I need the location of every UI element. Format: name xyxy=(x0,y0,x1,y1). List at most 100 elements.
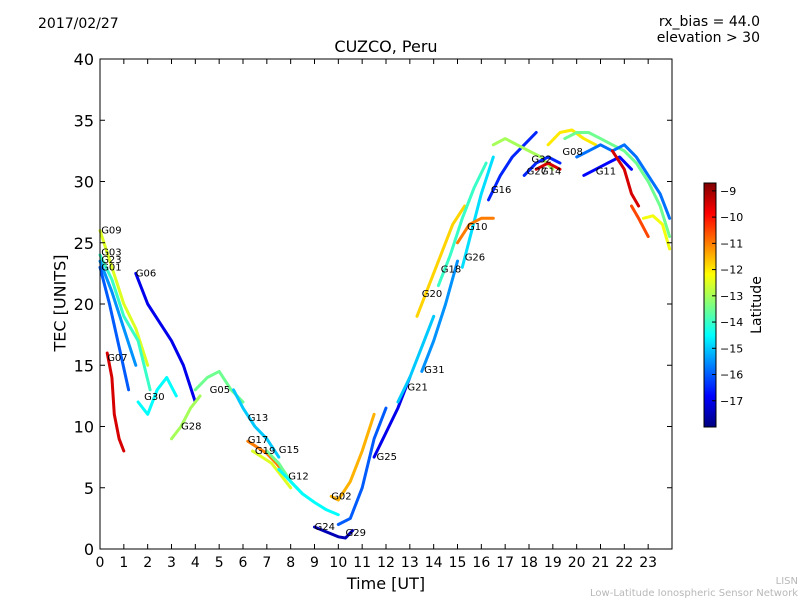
series-G03 xyxy=(98,253,152,392)
x-tick-label-23: 23 xyxy=(639,555,657,571)
y-tick-label-0: 0 xyxy=(84,540,94,559)
prn-label-G02: G02 xyxy=(331,491,351,502)
series-G28 xyxy=(170,394,202,441)
series-G12 xyxy=(277,467,340,517)
prn-label-G06: G06 xyxy=(136,268,156,279)
x-tick-label-14: 14 xyxy=(425,555,443,571)
prn-label-G19: G19 xyxy=(255,446,275,457)
x-tick-label-15: 15 xyxy=(449,555,467,571)
elevation-annotation: elevation > 30 xyxy=(656,30,760,46)
prn-label-G11: G11 xyxy=(596,167,616,178)
prn-label-G16: G16 xyxy=(491,185,511,196)
y-tick-label-10: 10 xyxy=(74,418,94,437)
prn-label-G28: G28 xyxy=(181,422,201,433)
x-tick-label-10: 10 xyxy=(329,555,347,571)
prn-label-G15: G15 xyxy=(279,445,299,456)
credit-long: Low-Latitude Ionospheric Sensor Network xyxy=(590,588,798,599)
series-G09 xyxy=(98,229,150,367)
series-G20 xyxy=(415,204,467,318)
x-tick-label-19: 19 xyxy=(544,555,562,571)
x-tick-label-12: 12 xyxy=(377,555,395,571)
series-G21 xyxy=(396,314,436,404)
series-G27 xyxy=(522,155,562,177)
series-G16 xyxy=(487,131,538,202)
x-tick-label-5: 5 xyxy=(215,555,224,571)
series-late2 xyxy=(575,143,672,220)
series-layer xyxy=(98,128,672,540)
x-tick-label-0: 0 xyxy=(96,555,105,571)
series-G07 xyxy=(105,351,126,453)
colorbar xyxy=(703,182,717,428)
y-tick-label-30: 30 xyxy=(74,173,94,192)
prn-label-G20: G20 xyxy=(422,289,442,300)
colorbar-tick-label--12: −12 xyxy=(720,264,743,277)
y-tick-label-40: 40 xyxy=(74,50,94,69)
prn-label-G12: G12 xyxy=(288,472,308,483)
series-G10 xyxy=(456,216,495,245)
x-tick-label-16: 16 xyxy=(472,555,490,571)
chart-title: CUZCO, Peru xyxy=(334,37,438,56)
prn-label-G03: G03 xyxy=(101,248,121,259)
colorbar-tick-label--13: −13 xyxy=(720,290,743,303)
colorbar-tick-label--9: −9 xyxy=(720,185,736,198)
colorbar-label: Latitude xyxy=(749,276,765,334)
prn-label-G27: G27 xyxy=(527,167,547,178)
prn-label-G24: G24 xyxy=(315,522,335,533)
series-G14 xyxy=(534,161,562,171)
prn-label-G32: G32 xyxy=(531,154,551,165)
prn-label-G31: G31 xyxy=(424,365,444,376)
prn-label-G07: G07 xyxy=(107,353,127,364)
series-G23 xyxy=(98,259,138,367)
y-axis-label: TEC [UNITS] xyxy=(50,254,70,352)
prn-label-G26: G26 xyxy=(465,252,485,263)
y-tick-label-5: 5 xyxy=(84,479,94,498)
prn-label-G23: G23 xyxy=(101,255,121,266)
x-tick-label-2: 2 xyxy=(143,555,152,571)
series-G30 xyxy=(136,376,178,416)
x-tick-label-7: 7 xyxy=(262,555,271,571)
x-tick-label-17: 17 xyxy=(496,555,514,571)
x-axis-label: Time [UT] xyxy=(346,574,426,593)
x-tick-label-9: 9 xyxy=(310,555,319,571)
series-G24 xyxy=(313,525,355,540)
y-tick-label-25: 25 xyxy=(74,234,94,253)
x-tick-label-20: 20 xyxy=(568,555,586,571)
date-label: 2017/02/27 xyxy=(38,16,119,32)
prn-label-G21: G21 xyxy=(407,382,427,393)
x-tick-label-21: 21 xyxy=(592,555,610,571)
series-G19 xyxy=(251,449,293,490)
series-G17 xyxy=(246,439,288,477)
x-tick-label-6: 6 xyxy=(239,555,248,571)
colorbar-ticks: −9 −10 −11 −12 −13 −14 −15 −16 −17 xyxy=(712,185,743,408)
prn-label-G14: G14 xyxy=(541,167,561,178)
prn-label-G17: G17 xyxy=(248,435,268,446)
prn-label-G01: G01 xyxy=(101,262,121,273)
x-tick-label-4: 4 xyxy=(191,555,200,571)
colorbar-tick-label--14: −14 xyxy=(720,316,743,329)
y-tick-label-15: 15 xyxy=(74,356,94,375)
series-G18 xyxy=(436,161,488,288)
x-tick-label-3: 3 xyxy=(167,555,176,571)
colorbar-tick-label--10: −10 xyxy=(720,211,743,224)
x-tick-label-18: 18 xyxy=(520,555,538,571)
prn-label-G13: G13 xyxy=(248,413,268,424)
x-tick-label-13: 13 xyxy=(401,555,419,571)
prn-label-G08: G08 xyxy=(562,147,582,158)
colorbar-tick-label--17: −17 xyxy=(720,395,743,408)
prn-label-G25: G25 xyxy=(377,452,397,463)
colorbar-tick-label--11: −11 xyxy=(720,237,743,250)
colorbar-tick-label--16: −16 xyxy=(720,369,743,382)
series-G31 xyxy=(420,259,459,373)
series-G29 xyxy=(336,406,388,526)
x-tick-label-1: 1 xyxy=(119,555,128,571)
prn-label-G30: G30 xyxy=(144,392,164,403)
rx-bias-annotation: rx_bias = 44.0 xyxy=(658,14,760,30)
series-G26 xyxy=(460,155,495,269)
series-G06 xyxy=(134,271,197,404)
prn-label-G09: G09 xyxy=(101,226,121,237)
series-late5 xyxy=(641,214,672,251)
prn-label-G05: G05 xyxy=(210,385,230,396)
prn-label-G18: G18 xyxy=(441,265,461,276)
